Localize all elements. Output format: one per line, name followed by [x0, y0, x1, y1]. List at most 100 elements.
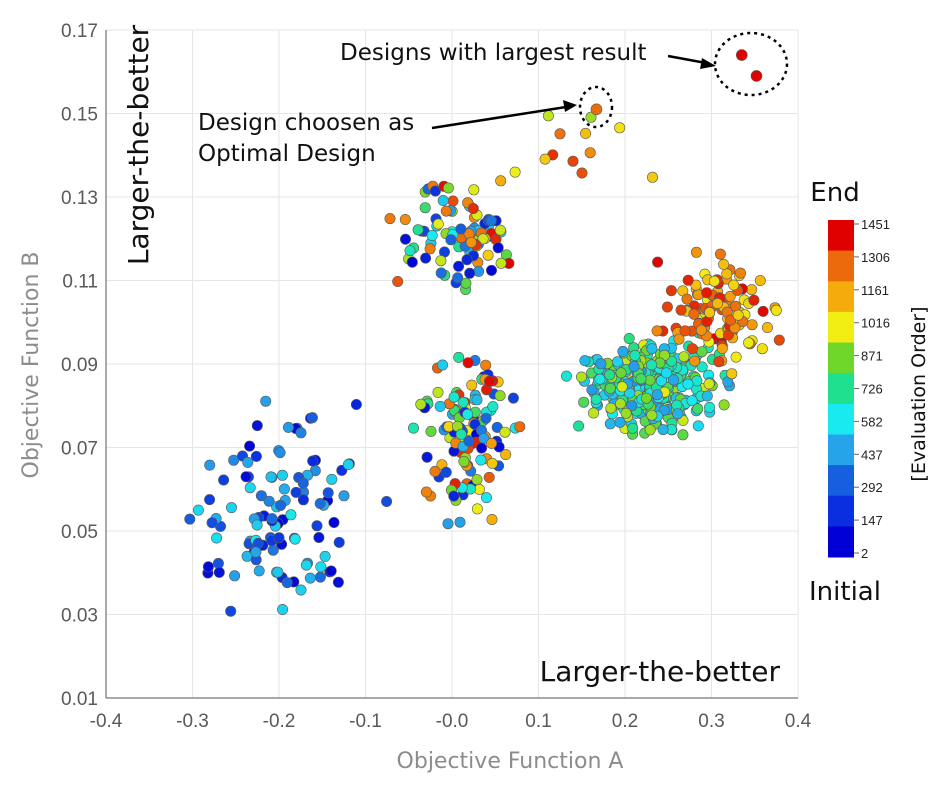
scatter-point — [614, 416, 626, 428]
scatter-point — [682, 274, 694, 286]
scatter-point — [461, 254, 473, 266]
scatter-point — [703, 378, 715, 390]
scatter-point — [420, 486, 432, 498]
scatter-point — [475, 454, 487, 466]
scatter-point — [480, 412, 492, 424]
scatter-point — [486, 513, 498, 525]
scatter-point — [455, 223, 467, 235]
x-tick-label: -0.1 — [349, 711, 382, 732]
scatter-point — [242, 456, 254, 468]
scatter-point — [701, 287, 713, 299]
scatter-point — [251, 420, 263, 432]
scatter-point — [206, 517, 218, 529]
scatter-point — [457, 396, 469, 408]
scatter-point — [297, 494, 309, 506]
scatter-point — [250, 450, 262, 462]
scatter-point — [342, 458, 354, 470]
scatter-point — [646, 359, 658, 371]
scatter-point — [539, 153, 551, 165]
x-tick-label: -0.3 — [176, 711, 209, 732]
circle-optimal — [578, 85, 614, 129]
scatter-point — [728, 279, 740, 291]
annotation-optimal-line1: Design choosen as — [198, 110, 414, 136]
colorbar-segment — [828, 403, 854, 435]
scatter-point — [673, 333, 685, 345]
scatter-point — [724, 290, 736, 302]
colorbar-tick-label: 437 — [861, 447, 883, 462]
colorbar-tick-label: 1306 — [861, 250, 890, 265]
scatter-point — [646, 171, 658, 183]
scatter-point — [202, 561, 214, 573]
scatter-point — [407, 422, 419, 434]
scatter-point — [228, 454, 240, 466]
scatter-point — [495, 257, 507, 269]
scatter-point — [425, 425, 437, 437]
scatter-point — [554, 128, 566, 140]
scatter-point — [421, 451, 433, 463]
scatter-point — [666, 355, 678, 367]
scatter-point — [412, 224, 424, 236]
scatter-point — [192, 504, 204, 516]
scatter-point — [322, 487, 334, 499]
scatter-point — [640, 392, 652, 404]
colorbar-segment — [828, 495, 854, 527]
scatter-point — [757, 305, 769, 317]
optimal-design-point — [590, 103, 603, 116]
scatter-point — [623, 332, 635, 344]
scatter-point — [437, 195, 449, 207]
scatter-point — [628, 360, 640, 372]
annotation-bottom-right: Larger-the-better — [540, 655, 781, 688]
x-tick-label: -0.4 — [90, 711, 123, 732]
scatter-point — [686, 395, 698, 407]
scatter-point — [290, 486, 302, 498]
scatter-point — [480, 359, 492, 371]
scatter-point — [746, 319, 758, 331]
x-tick-label: -0.2 — [263, 711, 296, 732]
colorbar-tick-label: 292 — [861, 480, 883, 495]
scatter-point — [311, 520, 323, 532]
scatter-point — [651, 325, 663, 337]
scatter-point — [678, 351, 690, 363]
colorbar-top-label: End — [810, 178, 859, 208]
scatter-point — [732, 309, 744, 321]
scatter-point — [761, 321, 773, 333]
scatter-point — [646, 409, 658, 421]
colorbar-bottom-label: Initial — [809, 577, 881, 607]
scatter-point — [437, 359, 449, 371]
annotation-top-left: Larger-the-better — [122, 24, 155, 265]
colorbar-tick-label: 1161 — [861, 283, 889, 298]
scatter-point — [689, 355, 701, 367]
axes: -0.4 -0.3 -0.2 -0.1 -0.0 0.1 0.2 0.3 0.4 0.01 0.03… — [61, 21, 812, 732]
scatter-point — [542, 110, 554, 122]
scatter-point — [434, 400, 446, 412]
scatter-point — [250, 546, 262, 558]
scatter-point — [500, 449, 512, 461]
scatter-point — [213, 566, 225, 578]
scatter-point — [289, 533, 301, 545]
scatter-point — [482, 249, 494, 261]
scatter-point — [338, 490, 350, 502]
scatter-point — [304, 572, 316, 584]
scatter-point — [660, 367, 672, 379]
scatter-point — [314, 571, 326, 583]
scatter-point — [692, 403, 704, 415]
scatter-point — [696, 346, 708, 358]
scatter-point — [306, 412, 318, 424]
scatter-point — [657, 424, 669, 436]
scatter-point — [614, 122, 626, 134]
scatter-point — [453, 260, 465, 272]
scatter-point — [573, 420, 585, 432]
scatter-point — [244, 482, 256, 494]
colorbar-tick-label: 871 — [861, 349, 883, 364]
scatter-point — [458, 455, 470, 467]
x-tick-label: 0.4 — [785, 711, 812, 732]
colorbar-segment — [828, 342, 854, 374]
scatter-point — [635, 373, 647, 385]
scatter-point — [686, 343, 698, 355]
scatter-point — [754, 275, 766, 287]
scatter-point — [595, 358, 607, 370]
scatter-point — [435, 255, 447, 267]
colorbar: 1451 1306 1161 1016 871 726 582 437 292 147 2 — [828, 217, 890, 561]
scatter-point — [211, 532, 223, 544]
scatter-point — [590, 393, 602, 405]
